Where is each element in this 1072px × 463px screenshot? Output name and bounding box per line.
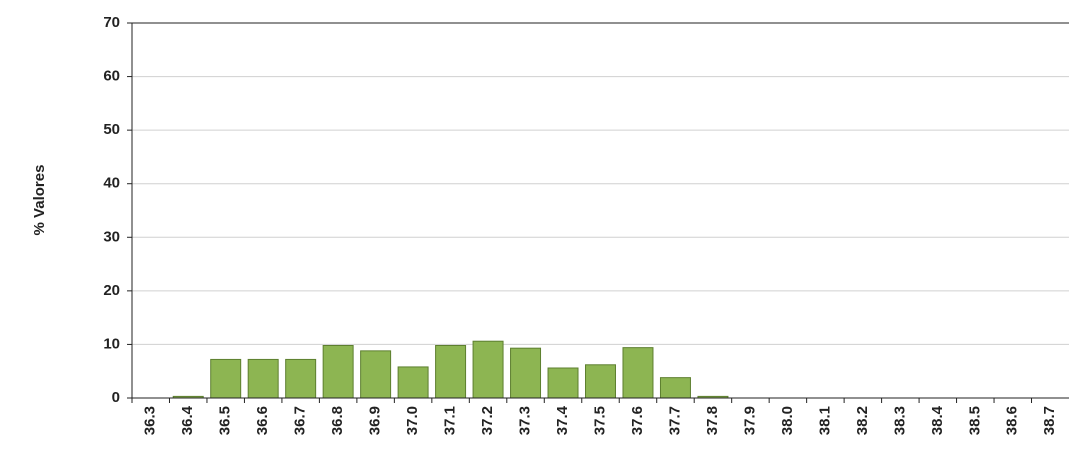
x-tick-label: 36.6 xyxy=(254,406,271,435)
bar xyxy=(510,347,542,399)
x-tick-label: 37.7 xyxy=(666,406,683,435)
x-tick-label: 37.9 xyxy=(741,406,758,435)
x-tick-label: 37.8 xyxy=(704,406,721,435)
x-tick-label: 37.1 xyxy=(442,406,459,435)
bar xyxy=(322,345,354,399)
x-tick-label: 37.6 xyxy=(629,406,646,435)
bar xyxy=(659,377,691,399)
y-tick-label: 30 xyxy=(103,228,120,245)
x-tick-label: 36.5 xyxy=(217,406,234,435)
x-tick-label: 38.3 xyxy=(891,406,908,435)
bar xyxy=(622,347,654,399)
bar xyxy=(210,358,242,399)
x-tick-label: 36.3 xyxy=(142,406,159,435)
x-tick-label: 38.1 xyxy=(816,406,833,435)
y-tick-label: 70 xyxy=(103,14,120,31)
y-tick-label: 50 xyxy=(103,121,120,138)
x-tick-label: 38.4 xyxy=(929,405,946,435)
bar xyxy=(397,366,429,399)
bar xyxy=(247,358,279,399)
x-tick-label: 38.7 xyxy=(1041,406,1058,435)
x-tick-label: 36.9 xyxy=(367,406,384,435)
y-tick-label: 10 xyxy=(103,335,120,352)
x-tick-label: 38.6 xyxy=(1004,406,1021,435)
y-axis-title: % Valores xyxy=(31,165,48,236)
x-tick-label: 36.8 xyxy=(329,406,346,435)
bar xyxy=(472,340,504,399)
y-tick-label: 40 xyxy=(103,175,120,192)
x-tick-label: 36.7 xyxy=(292,406,309,435)
x-tick-label: 36.4 xyxy=(179,405,196,435)
x-tick-label: 37.0 xyxy=(404,406,421,435)
y-tick-label: 0 xyxy=(112,389,120,406)
y-tick-label: 20 xyxy=(103,282,120,299)
x-tick-label: 38.0 xyxy=(779,406,796,435)
y-tick-label: 60 xyxy=(103,68,120,85)
x-tick-label: 38.5 xyxy=(966,406,983,435)
x-tick-label: 37.3 xyxy=(517,406,534,435)
bar xyxy=(585,364,616,399)
bar xyxy=(285,358,317,399)
x-tick-label: 37.2 xyxy=(479,406,496,435)
bar xyxy=(360,350,392,399)
x-tick-label: 38.2 xyxy=(854,406,871,435)
x-tick-label: 37.5 xyxy=(591,406,608,435)
x-tick-label: 37.4 xyxy=(554,405,571,435)
bar xyxy=(435,345,467,399)
bar xyxy=(547,367,579,399)
